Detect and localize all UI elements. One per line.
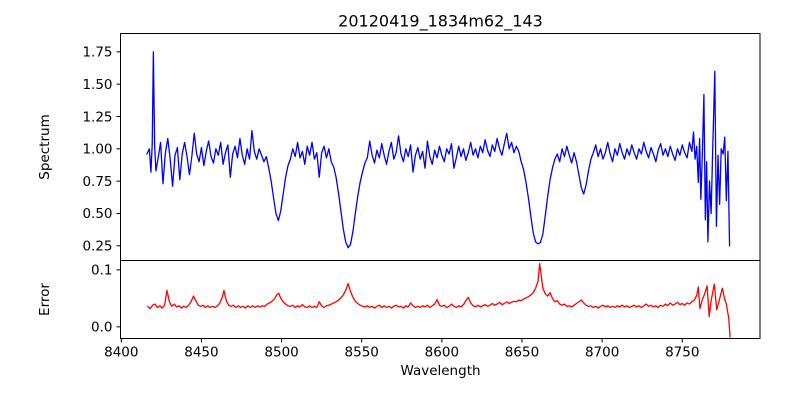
y-tick-label: 0.25	[82, 239, 112, 255]
x-tick-label: 8450	[184, 345, 218, 361]
x-tick-label: 8500	[264, 345, 298, 361]
x-tick-label: 8550	[345, 345, 379, 361]
y-tick-label: 1.00	[82, 142, 112, 158]
chart-title: 20120419_1834m62_143	[338, 12, 543, 32]
axes-frame-error	[120, 260, 761, 339]
y-tick-label: 0.1	[91, 263, 112, 279]
x-tick-label: 8700	[585, 345, 619, 361]
bottom-y-axis-label: Error	[37, 283, 53, 316]
y-tick-label: 0.50	[82, 206, 112, 222]
x-tick-label: 8600	[425, 345, 459, 361]
spectrum-line	[146, 51, 731, 249]
axes-background-error	[120, 260, 760, 339]
top-y-axis-label: Spectrum	[37, 114, 53, 179]
y-tick-label: 1.75	[82, 45, 112, 61]
x-tick-label: 8400	[104, 345, 138, 361]
x-axis-label: Wavelength	[400, 363, 480, 379]
y-tick-label: 0.0	[91, 320, 112, 336]
y-tick-label: 1.50	[82, 77, 112, 93]
error-line	[147, 262, 731, 338]
y-tick-label: 1.25	[82, 109, 112, 125]
x-tick-label: 8750	[665, 345, 699, 361]
x-tick-label: 8650	[505, 345, 539, 361]
chart-layer: 0.25 0.50 0.75 1.00 1.25 1.50 1.75 0.0 0.1 8400 84…	[82, 33, 761, 361]
y-tick-label: 0.75	[82, 174, 112, 190]
